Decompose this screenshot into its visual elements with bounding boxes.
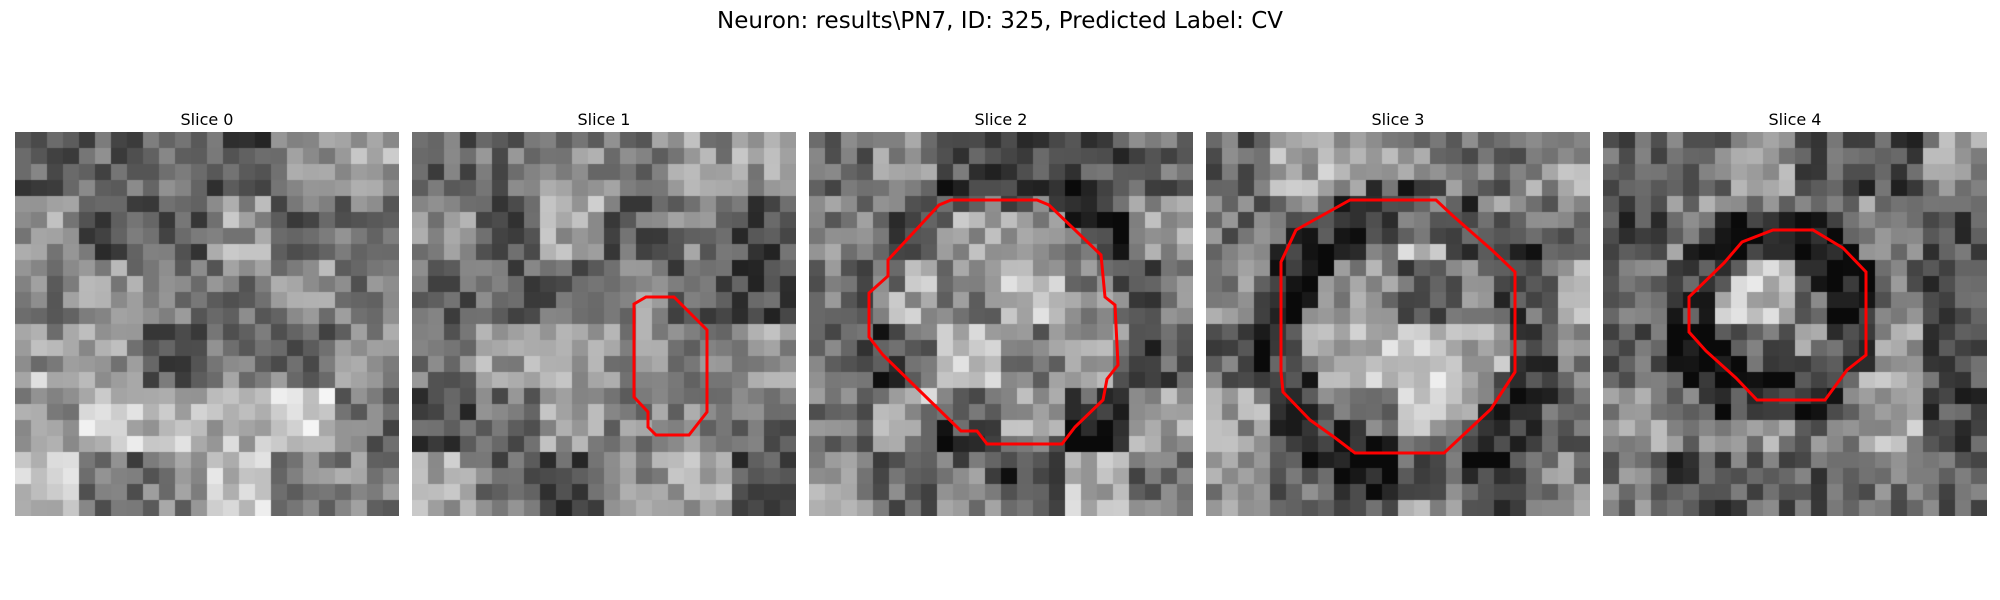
contour-2 (869, 200, 1118, 444)
contour-overlay-2 (809, 132, 1193, 516)
slice-image-0 (15, 132, 399, 516)
slice-panel-4: Slice 4 (1603, 108, 1987, 516)
contour-4 (1689, 230, 1866, 400)
slice-title-3: Slice 3 (1206, 108, 1590, 132)
contour-overlay-4 (1603, 132, 1987, 516)
slice-title-4: Slice 4 (1603, 108, 1987, 132)
contour-overlay-1 (412, 132, 796, 516)
slice-panel-0: Slice 0 (15, 108, 399, 516)
contour-1 (634, 297, 707, 435)
slice-title-0: Slice 0 (15, 108, 399, 132)
slice-panel-1: Slice 1 (412, 108, 796, 516)
slice-panel-2: Slice 2 (809, 108, 1193, 516)
contour-overlay-3 (1206, 132, 1590, 516)
contour-3 (1281, 200, 1515, 453)
slice-title-1: Slice 1 (412, 108, 796, 132)
slice-title-2: Slice 2 (809, 108, 1193, 132)
figure-title: Neuron: results\PN7, ID: 325, Predicted … (0, 8, 2000, 34)
slice-panel-3: Slice 3 (1206, 108, 1590, 516)
